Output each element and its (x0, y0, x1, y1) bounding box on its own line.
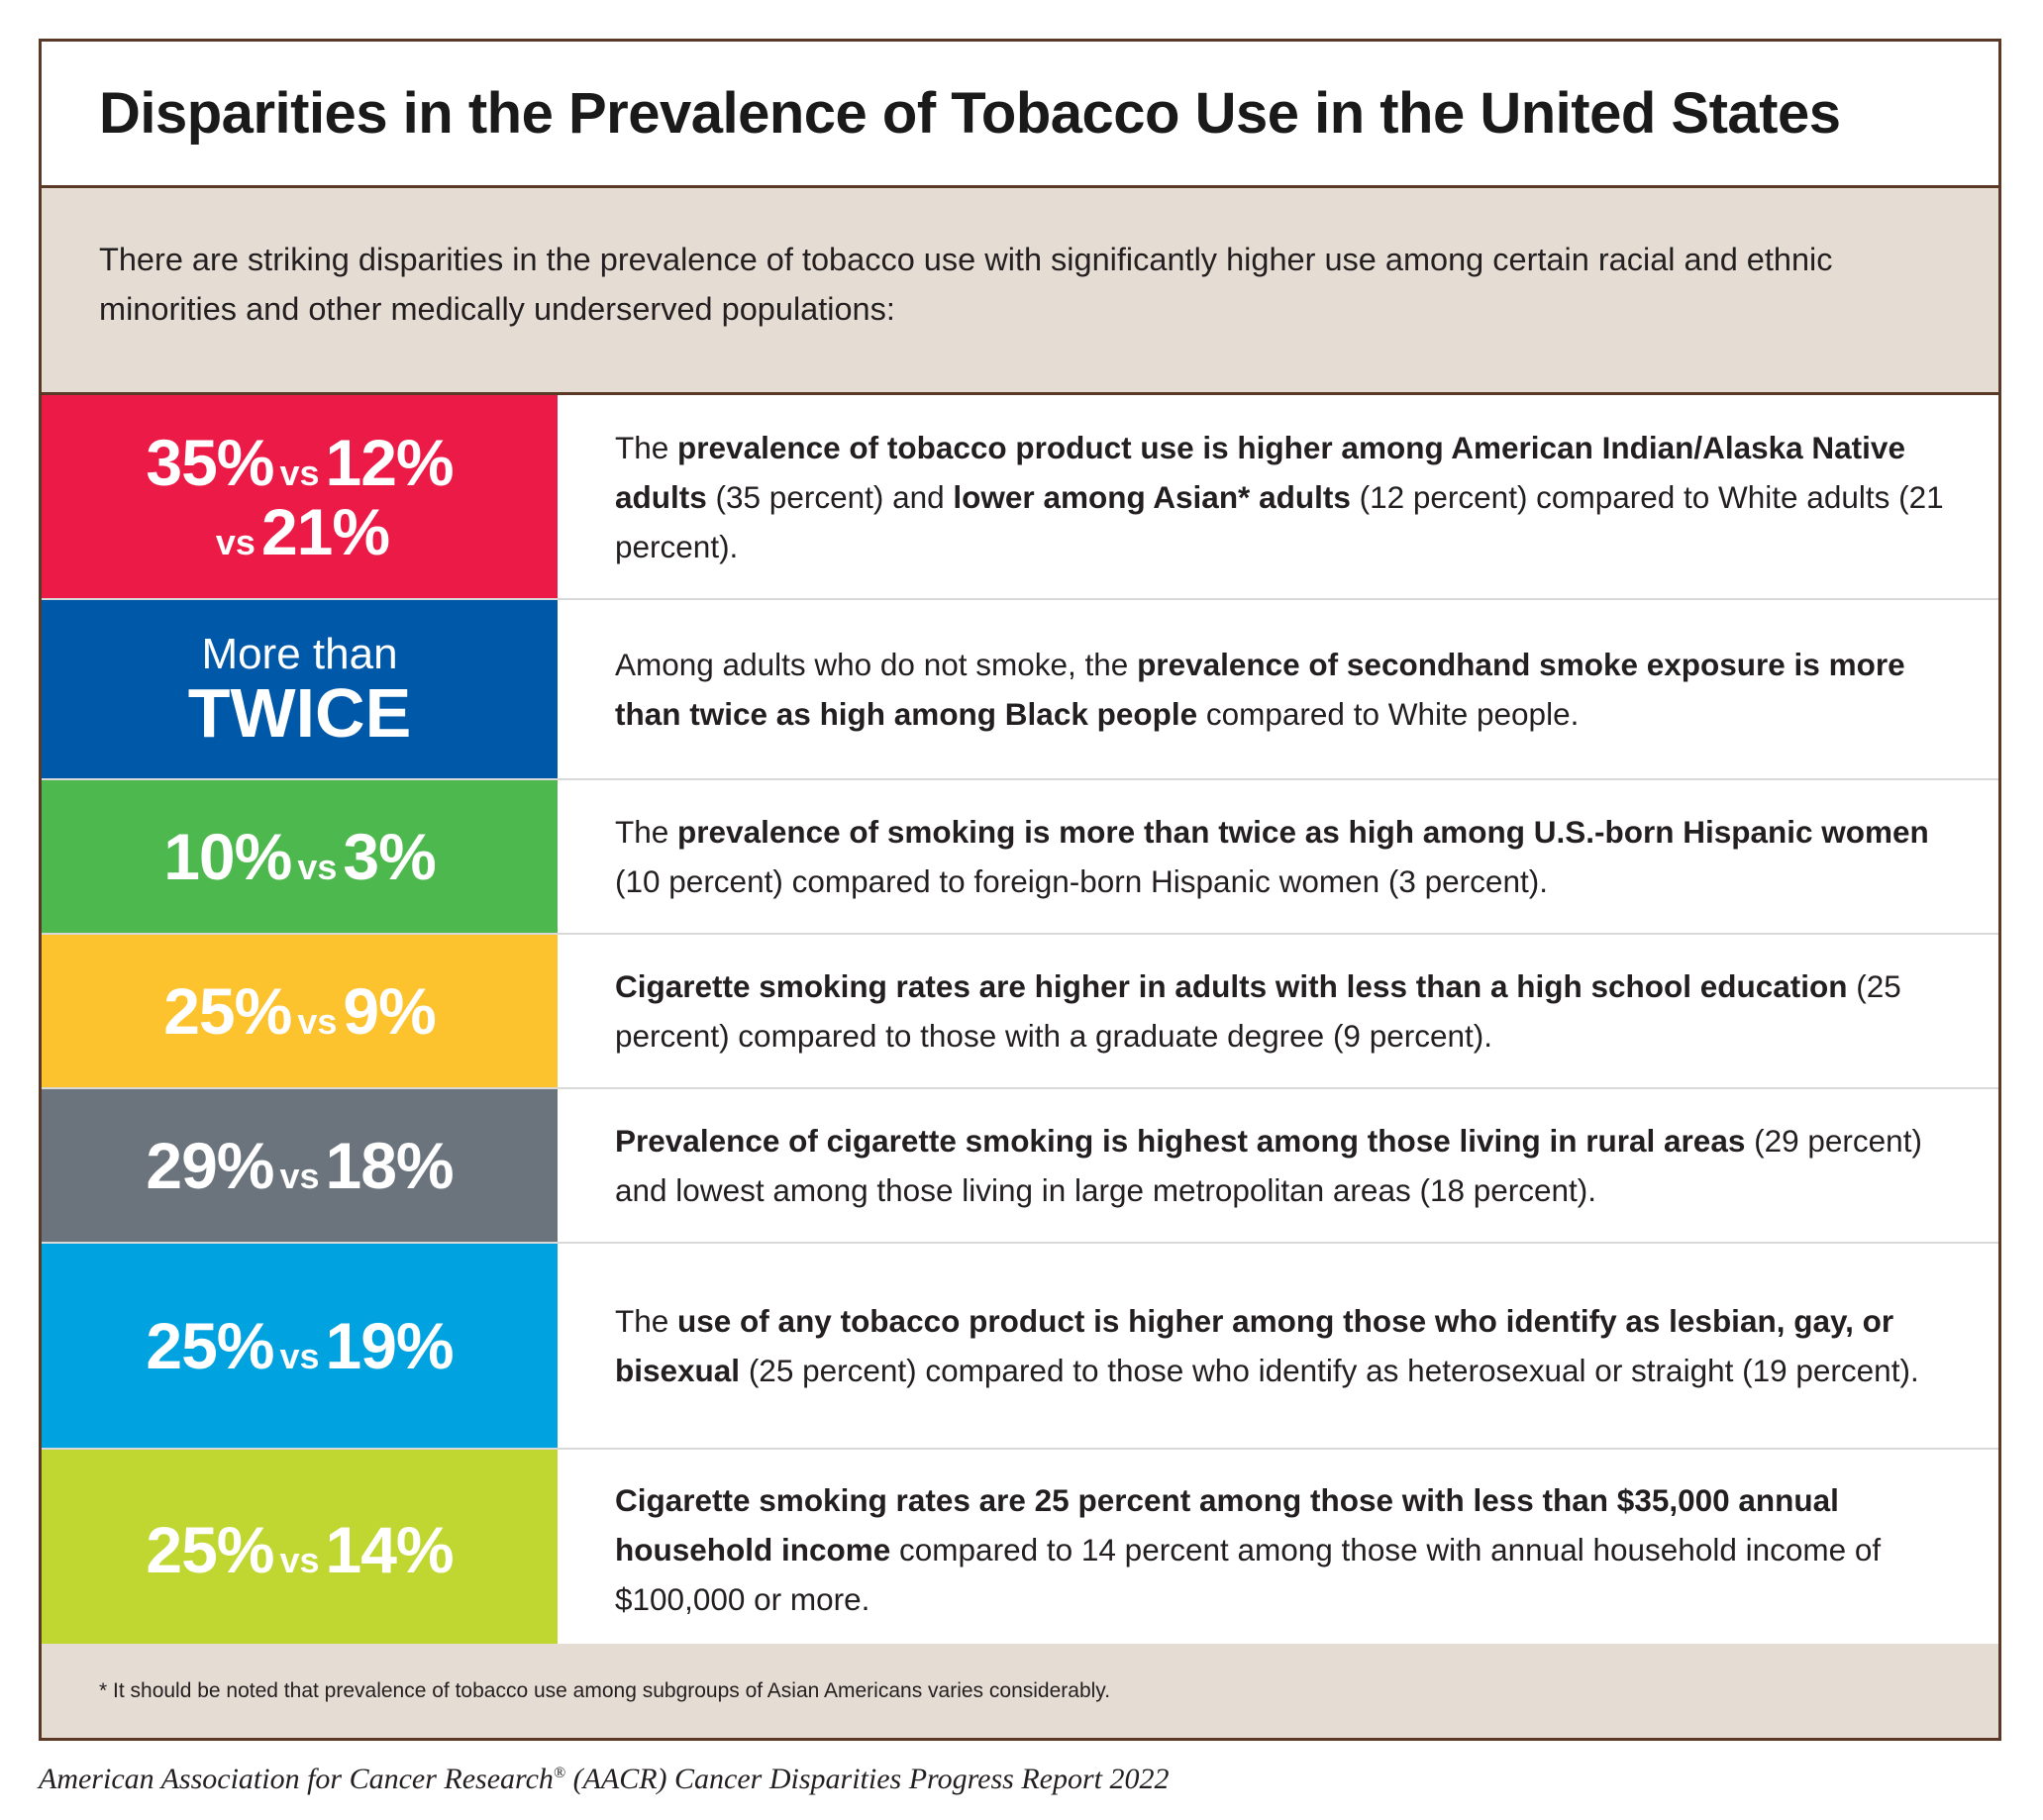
stat-vs: vs (215, 521, 255, 562)
intro-text: There are striking disparities in the pr… (99, 242, 1833, 327)
disparity-row-secondhand-smoke: More than TWICE Among adults who do not … (42, 600, 1998, 780)
stat-value-a: 25% (163, 974, 292, 1048)
stat-block-education: 25% vs9% (42, 935, 558, 1087)
stat-vs: vs (297, 847, 338, 887)
disparity-row-aian-asian-white: 35% vs12% vs21% The prevalence of tobacco… (42, 395, 1998, 600)
desc-text: Among adults who do not smoke, the (615, 647, 1138, 682)
stat-value-a: 25% (146, 1309, 274, 1382)
stat-vs: vs (279, 452, 320, 493)
stat-line-1: 25% vs9% (163, 974, 437, 1048)
intro-panel: There are striking disparities in the pr… (42, 188, 1998, 395)
row-description: Among adults who do not smoke, the preva… (558, 600, 1998, 778)
description-text: Cigarette smoking rates are 25 percent a… (615, 1475, 1959, 1624)
row-description: Cigarette smoking rates are higher in ad… (558, 935, 1998, 1087)
description-text: The use of any tobacco product is higher… (615, 1296, 1959, 1395)
desc-text: (12 percent) compared to White adults (2… (615, 478, 1944, 564)
stat-value-b: 12% (325, 425, 455, 499)
stat-value-a: 25% (146, 1513, 274, 1586)
stat-line-2: vs21% (146, 497, 453, 566)
desc-text: (25 percent) compared to those who ident… (740, 1353, 1919, 1388)
stat-line-1: 10% vs3% (163, 820, 437, 893)
stat-vs: vs (297, 1001, 338, 1042)
description-text: Prevalence of cigarette smoking is highe… (615, 1116, 1959, 1215)
row-description: The prevalence of tobacco product use is… (558, 395, 1998, 598)
stat-label-twice: TWICE (187, 674, 412, 752)
desc-text: The (615, 429, 678, 465)
disparity-row-lgb: 25% vs19% The use of any tobacco product … (42, 1244, 1998, 1450)
stat-block-income: 25% vs14% (42, 1450, 558, 1650)
stat-value-c: 21% (260, 494, 390, 568)
stat-block-lgb: 25% vs19% (42, 1244, 558, 1448)
stat-value-a: 10% (163, 820, 292, 893)
description-text: Among adults who do not smoke, the preva… (615, 640, 1959, 739)
disparity-row-rural: 29% vs18% Prevalence of cigarette smoking… (42, 1089, 1998, 1244)
stat-line-1: 35% vs12% (146, 425, 455, 499)
desc-text: compared to 14 percent among those with … (615, 1532, 1882, 1617)
infographic-frame: Disparities in the Prevalence of Tobacco… (39, 39, 2001, 1741)
disparity-row-education: 25% vs9% Cigarette smoking rates are high… (42, 935, 1998, 1089)
desc-bold: Cigarette smoking rates are higher in ad… (615, 968, 1848, 1004)
source-org: American Association for Cancer Research (39, 1763, 554, 1795)
stat-value-b: 3% (343, 820, 436, 893)
stat-lines: 35% vs12% vs21% (146, 425, 455, 566)
stat-line-1: 25% vs19% (146, 1309, 455, 1382)
stat-value-a: 35% (146, 425, 274, 499)
stat-value-a: 29% (146, 1129, 274, 1202)
row-description: Prevalence of cigarette smoking is highe… (558, 1089, 1998, 1242)
stat-value-b: 18% (325, 1129, 455, 1202)
stat-line-1: 25% vs14% (146, 1513, 455, 1586)
desc-bold: prevalence of secondhand smoke exposure … (615, 647, 1905, 732)
disparity-row-income: 25% vs14% Cigarette smoking rates are 25 … (42, 1450, 1998, 1653)
desc-text: (29 percent) and lowest among those livi… (615, 1123, 1922, 1208)
stat-vs: vs (279, 1336, 320, 1376)
desc-bold: prevalence of tobacco product use is hig… (615, 429, 1905, 515)
registered-mark: ® (553, 1765, 566, 1781)
stat-value-b: 14% (325, 1513, 455, 1586)
stat-block-twice: More than TWICE (42, 600, 558, 778)
row-description: Cigarette smoking rates are 25 percent a… (558, 1450, 1998, 1650)
footnote: * It should be noted that prevalence of … (42, 1644, 1998, 1738)
description-text: The prevalence of smoking is more than t… (615, 807, 1959, 906)
description-text: The prevalence of tobacco product use is… (615, 423, 1959, 571)
desc-text: (10 percent) compared to foreign-born Hi… (615, 863, 1548, 899)
desc-bold: Cigarette smoking rates are 25 percent a… (615, 1482, 1839, 1567)
disparity-rows: 35% vs12% vs21% The prevalence of tobacco… (42, 395, 1998, 1653)
stat-block-hispanic: 10% vs3% (42, 780, 558, 933)
desc-text: The (615, 1303, 678, 1339)
desc-text: compared to White people. (1197, 696, 1580, 732)
desc-bold: prevalence of smoking is more than twice… (677, 814, 1929, 850)
stat-label-more-than: More than (201, 630, 398, 678)
stat-value-b: 19% (325, 1309, 455, 1382)
stat-block-rural: 29% vs18% (42, 1089, 558, 1242)
row-description: The prevalence of smoking is more than t… (558, 780, 1998, 933)
stat-block-aian: 35% vs12% vs21% (42, 395, 558, 598)
description-text: Cigarette smoking rates are higher in ad… (615, 961, 1959, 1061)
row-description: The use of any tobacco product is higher… (558, 1244, 1998, 1448)
stat-line-1: 29% vs18% (146, 1129, 455, 1202)
desc-bold: Prevalence of cigarette smoking is highe… (615, 1123, 1746, 1159)
desc-bold: lower among Asian* adults (953, 478, 1351, 515)
page-title: Disparities in the Prevalence of Tobacco… (99, 81, 1841, 146)
source-citation: American Association for Cancer Research… (39, 1763, 1169, 1796)
desc-text: The (615, 814, 678, 850)
desc-text: (35 percent) and (706, 478, 954, 515)
stat-vs: vs (279, 1540, 320, 1580)
stat-vs: vs (279, 1156, 320, 1196)
title-bar: Disparities in the Prevalence of Tobacco… (42, 42, 1998, 188)
source-report: (AACR) Cancer Disparities Progress Repor… (565, 1763, 1170, 1795)
disparity-row-hispanic-women: 10% vs3% The prevalence of smoking is mor… (42, 780, 1998, 935)
desc-bold: use of any tobacco product is higher amo… (615, 1303, 1894, 1388)
stat-value-b: 9% (343, 974, 436, 1048)
desc-text: (25 percent) compared to those with a gr… (615, 968, 1901, 1054)
